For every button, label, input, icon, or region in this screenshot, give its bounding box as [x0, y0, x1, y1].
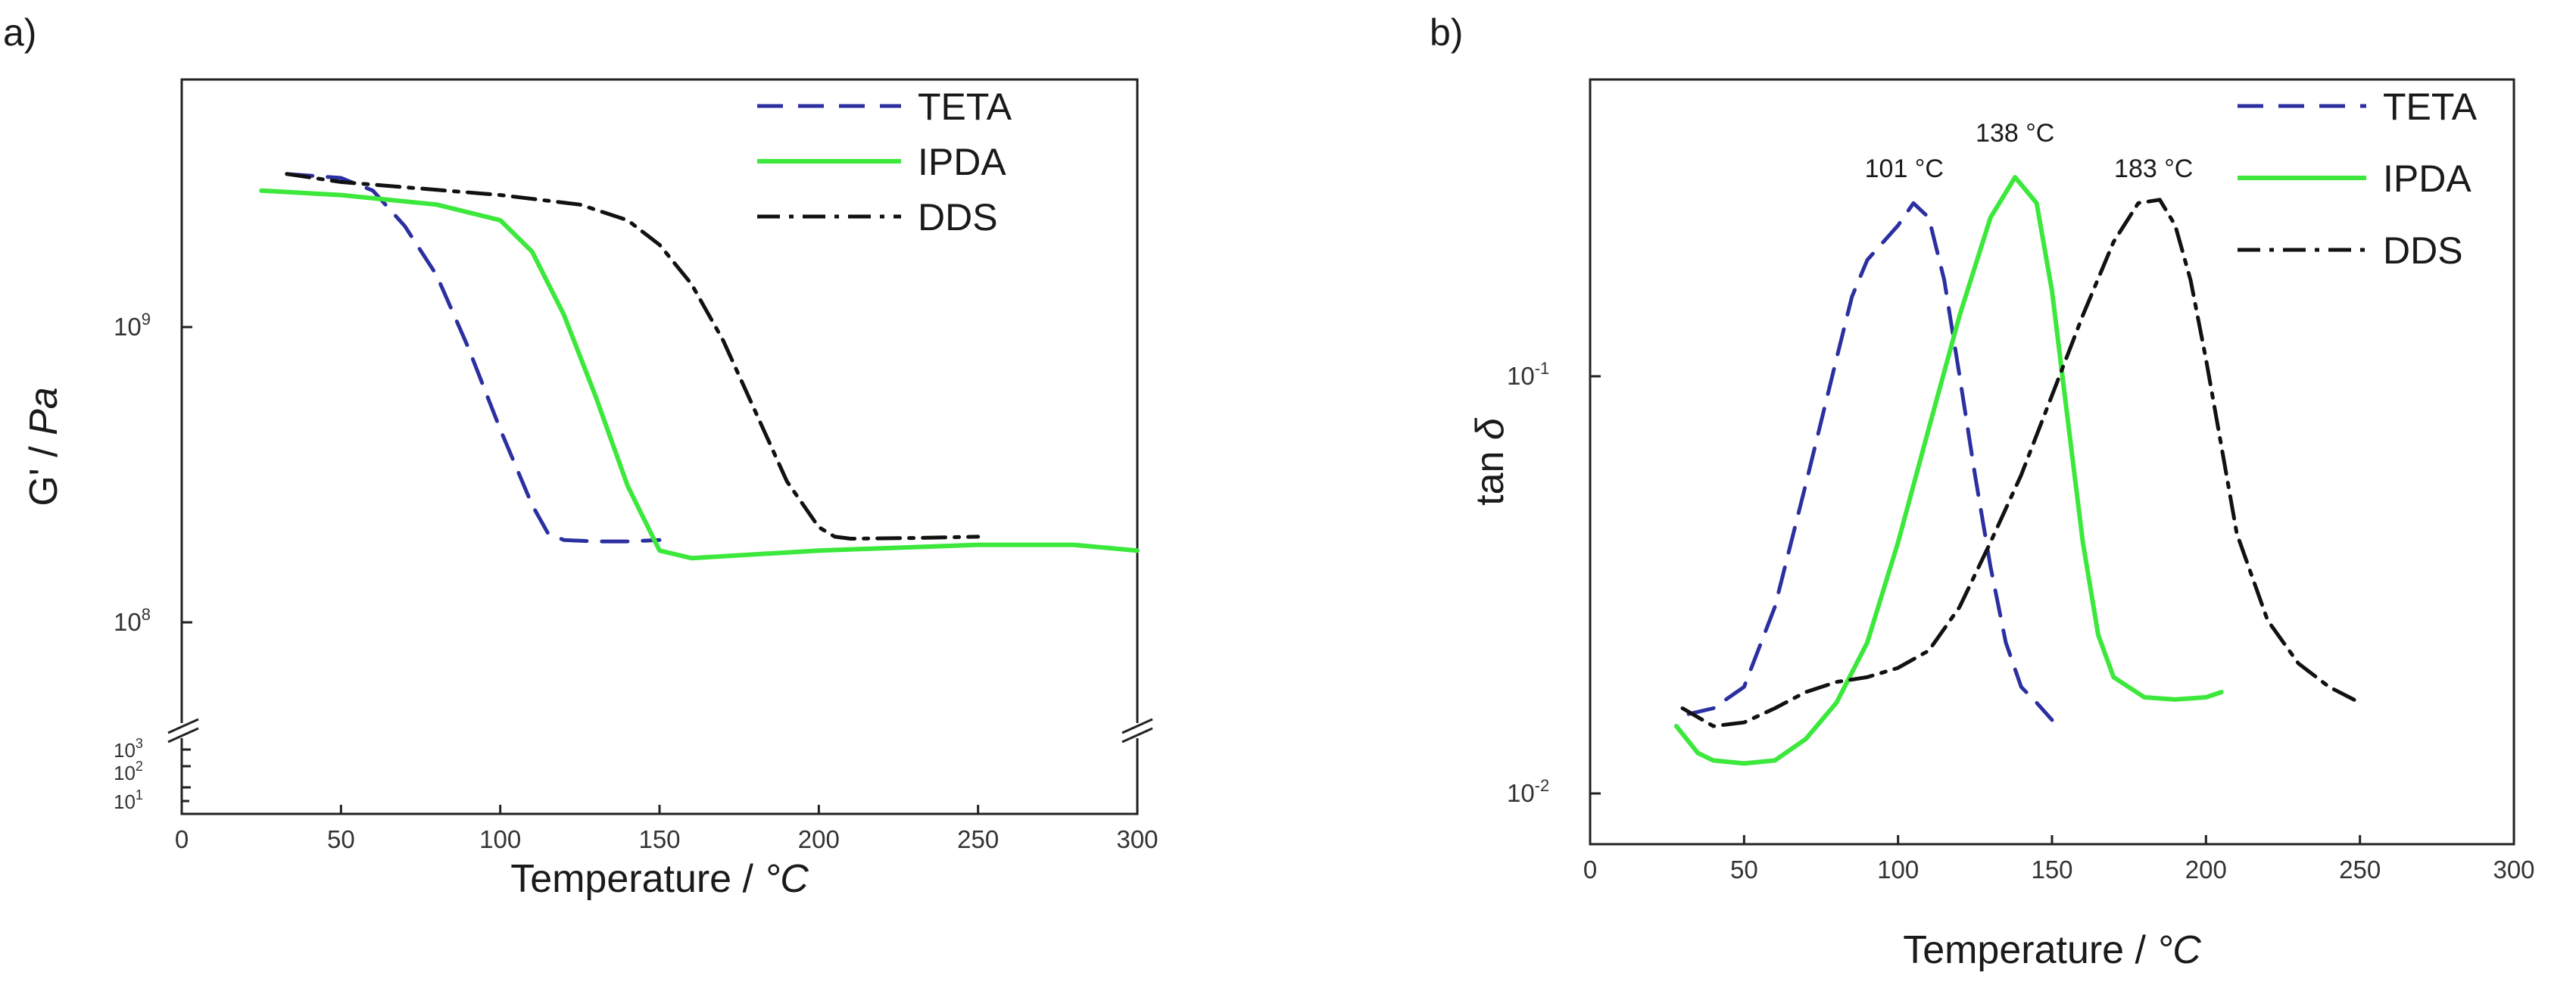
series-line-ipda: [1673, 175, 2224, 766]
series-line-teta: [1686, 201, 2054, 722]
panel-a-y-axis-title: G' / Pa: [22, 387, 66, 506]
panel-b-y-axis-title: tan δ: [1468, 417, 1512, 506]
panel-b-x-ticks: 0 50 100 150 200 250 300: [1583, 835, 2535, 884]
panel-a-legend: TETA IPDA DDS: [757, 86, 1012, 238]
series-line-ipda: [259, 188, 1140, 561]
legend-label-teta: TETA: [2383, 86, 2478, 128]
x-tick-label: 250: [2339, 856, 2381, 884]
panel-b: b) 0 50 100 150 200 250 300 10-1 10-2 101 °C 138…: [1430, 11, 2535, 972]
break-tick-1000: 103: [114, 736, 143, 762]
x-tick-label: 0: [1583, 856, 1597, 884]
x-tick-label: 250: [957, 825, 999, 853]
legend-label-ipda: IPDA: [2383, 157, 2472, 200]
y-tick-label: 10-1: [1507, 359, 1549, 390]
panel-b-annotations: 101 °C 138 °C 183 °C: [1865, 119, 2194, 183]
y-tick-label: 109: [114, 310, 151, 341]
x-tick-label: 0: [175, 825, 189, 853]
x-tick-label: 50: [327, 825, 355, 853]
panel-a: a) 103 102 101 0 50 100 150 200 250 300 109 108…: [3, 11, 1159, 901]
x-tick-label: 150: [638, 825, 680, 853]
peak-annotation: 101 °C: [1865, 154, 1944, 183]
x-tick-label: 200: [798, 825, 840, 853]
series-line-teta: [285, 172, 662, 544]
legend-label-dds: DDS: [2383, 229, 2463, 272]
panel-a-x-ticks: 0 50 100 150 200 250 300: [175, 805, 1159, 853]
x-tick-label: 100: [1877, 856, 1919, 884]
panel-b-series: [1673, 175, 2362, 766]
y-tick-label: 10-2: [1507, 776, 1549, 807]
peak-annotation: 138 °C: [1976, 119, 2054, 148]
panel-a-series: [259, 172, 1140, 561]
panel-b-legend: TETA IPDA DDS: [2238, 86, 2478, 272]
panel-b-x-axis-title: Temperature / °C: [1903, 928, 2201, 972]
x-tick-label: 50: [1730, 856, 1758, 884]
y-tick-label: 108: [114, 605, 151, 636]
break-tick-100: 102: [114, 759, 143, 784]
x-tick-label: 100: [479, 825, 521, 853]
series-line-dds: [285, 172, 981, 541]
x-tick-label: 150: [2031, 856, 2072, 884]
x-tick-label: 300: [2493, 856, 2534, 884]
panel-a-plot-frame: [180, 78, 1139, 815]
x-tick-label: 200: [2185, 856, 2227, 884]
panel-b-plot-frame: [1589, 78, 2515, 846]
peak-annotation: 183 °C: [2114, 154, 2193, 183]
panel-a-y-ticks: 109 108: [114, 310, 192, 636]
panel-b-y-ticks: 10-1 10-2: [1507, 359, 1601, 807]
x-tick-label: 300: [1116, 825, 1158, 853]
legend-label-ipda: IPDA: [918, 141, 1006, 183]
series-line-dds: [1680, 198, 2362, 728]
panel-a-axis-break: 103 102 101: [114, 718, 1153, 813]
legend-label-dds: DDS: [918, 196, 998, 238]
panel-a-x-axis-title: Temperature / °C: [510, 857, 809, 901]
break-tick-10: 101: [114, 787, 143, 813]
panel-a-label: a): [3, 11, 36, 54]
legend-label-teta: TETA: [918, 86, 1012, 128]
panel-b-label: b): [1430, 11, 1463, 54]
